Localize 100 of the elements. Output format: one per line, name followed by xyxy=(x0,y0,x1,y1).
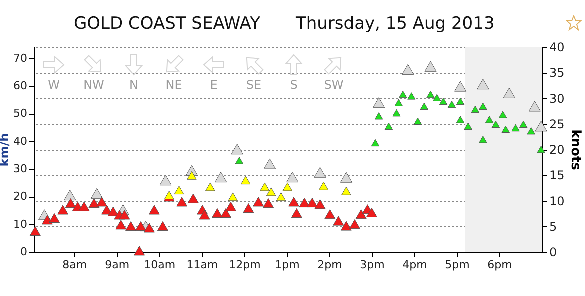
point xyxy=(160,175,172,186)
y-tick-label: 70 xyxy=(14,52,28,65)
y2-tick-label: 20 xyxy=(550,143,565,157)
annotation: S xyxy=(289,78,299,92)
x-tick-label: 6pm xyxy=(488,258,512,272)
point xyxy=(65,198,76,208)
x-tick-label: 10am xyxy=(144,258,176,272)
point xyxy=(349,220,360,230)
point xyxy=(420,102,429,110)
point xyxy=(342,186,352,196)
point xyxy=(456,116,465,124)
point xyxy=(240,176,251,185)
annotation: N xyxy=(128,78,140,92)
point xyxy=(88,198,100,208)
point xyxy=(225,202,236,212)
chart-subtitle: Thursday, 15 Aug 2013 xyxy=(296,14,495,34)
point xyxy=(135,221,146,232)
point xyxy=(264,158,276,170)
point xyxy=(394,99,404,106)
y2-tick-label: 30 xyxy=(550,92,565,106)
x-tick-label: 4pm xyxy=(402,258,428,272)
point xyxy=(448,100,456,108)
point xyxy=(371,139,380,147)
point xyxy=(318,182,329,190)
point xyxy=(456,98,465,106)
point xyxy=(212,208,223,218)
point xyxy=(64,190,76,201)
point xyxy=(282,182,293,192)
point xyxy=(299,198,310,208)
point xyxy=(306,198,318,208)
point xyxy=(535,121,548,132)
y2-tick-label: 0 xyxy=(550,246,558,260)
point xyxy=(49,213,60,224)
y-tick-label: 30 xyxy=(14,162,28,176)
point xyxy=(314,200,326,210)
x-tick-label: 3pm xyxy=(360,258,385,272)
point xyxy=(464,122,472,130)
x-tick-label: 5pm xyxy=(445,258,470,272)
point xyxy=(96,197,108,207)
point xyxy=(101,205,112,215)
point xyxy=(477,79,490,90)
point xyxy=(91,188,104,199)
point xyxy=(324,210,336,220)
x-tick-label: 12pm xyxy=(229,258,261,272)
point xyxy=(485,116,494,124)
point xyxy=(424,61,437,72)
point xyxy=(276,192,286,202)
point xyxy=(188,194,199,204)
point xyxy=(176,197,188,207)
point xyxy=(527,127,536,135)
point xyxy=(220,208,232,218)
point xyxy=(492,120,500,128)
point xyxy=(78,202,90,212)
point xyxy=(433,94,442,102)
point xyxy=(439,98,448,106)
point xyxy=(30,226,41,236)
x-tick-label: 1pm xyxy=(275,258,300,272)
point xyxy=(356,210,367,220)
point xyxy=(503,88,516,98)
point xyxy=(502,126,510,134)
point xyxy=(333,216,344,226)
point xyxy=(231,144,244,155)
point xyxy=(384,122,394,130)
y2-tick-label: 40 xyxy=(550,40,565,54)
y2-tick-label: 10 xyxy=(550,194,565,208)
point xyxy=(291,208,302,218)
y-tick-label: 10 xyxy=(14,218,28,231)
point xyxy=(260,182,270,192)
point xyxy=(199,210,210,220)
point xyxy=(372,98,386,108)
y-tick-label: 40 xyxy=(14,134,28,148)
point xyxy=(479,102,488,110)
point xyxy=(243,203,254,214)
y-tick-label: 60 xyxy=(14,79,28,92)
point xyxy=(116,220,127,230)
point xyxy=(366,208,378,218)
point xyxy=(537,146,546,154)
point xyxy=(119,210,130,220)
point xyxy=(108,206,119,216)
x-tick-label: 2pm xyxy=(318,258,342,272)
annotation: E xyxy=(209,78,219,92)
point xyxy=(399,90,408,98)
annotation: NE xyxy=(164,78,184,92)
x-tick-label: 11am xyxy=(186,258,218,272)
chart-title: GOLD COAST SEAWAY xyxy=(74,14,260,34)
point xyxy=(174,186,184,195)
point xyxy=(402,64,414,75)
point xyxy=(528,101,541,112)
x-tick-label: 8am xyxy=(62,258,88,272)
point xyxy=(42,215,53,225)
point xyxy=(235,157,244,164)
point xyxy=(144,223,155,233)
point xyxy=(414,118,422,125)
y-tick-label: 20 xyxy=(14,190,28,204)
annotation: NW xyxy=(82,78,106,92)
y-tick-label: 50 xyxy=(14,107,28,120)
y2-tick-label: 5 xyxy=(550,220,558,234)
point xyxy=(187,171,197,180)
point xyxy=(408,92,416,100)
point xyxy=(340,172,353,183)
